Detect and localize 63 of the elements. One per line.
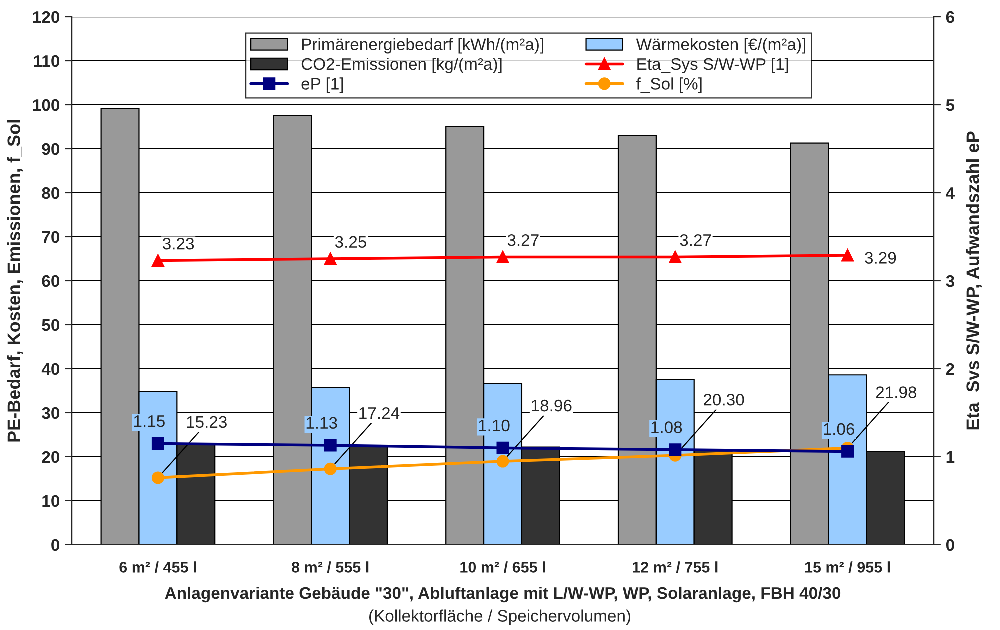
x-tick-label: 15 m² / 955 l <box>805 562 890 573</box>
y2-tick-label: 6 <box>946 11 954 24</box>
y-tick-label: 110 <box>34 55 60 68</box>
y-tick-label: 0 <box>52 539 60 552</box>
legend-label: f_Sol [%] <box>636 78 702 94</box>
data-label: 3.27 <box>508 234 539 246</box>
point <box>324 252 337 266</box>
data-label: 21.98 <box>876 386 917 398</box>
data-label: 1.13 <box>306 417 338 430</box>
x-axis-title: Anlagenvariante Gebäude "30", Abluftanlage mit L/W-WP, WP, Solaranlage, FBH 40/30 <box>165 586 841 603</box>
point <box>669 250 682 264</box>
y-tick-label: 100 <box>33 99 60 112</box>
data-label: 3.27 <box>680 234 712 246</box>
y-tick-label: 60 <box>42 275 60 288</box>
data-label: 18.96 <box>532 400 572 412</box>
data-label: 1.10 <box>479 420 510 432</box>
y2-tick-label: 4 <box>946 188 955 200</box>
point <box>842 445 854 458</box>
data-label: 3.29 <box>865 252 896 264</box>
y-tick-label: 120 <box>33 11 60 24</box>
data-label: 1.15 <box>134 416 165 428</box>
point <box>669 444 682 456</box>
y-tick-label: 20 <box>42 451 60 464</box>
point <box>152 254 164 267</box>
y2-tick-label: 0 <box>946 539 954 552</box>
y2-tick-label: 5 <box>946 100 955 112</box>
y-tick-label: 30 <box>42 407 60 420</box>
y-tick-label: 10 <box>42 495 60 508</box>
y-axis-title: PE-Bedarf, Kosten, Emissionen, f_Sol <box>7 120 24 442</box>
point <box>496 455 510 468</box>
y2-tick-label: 2 <box>946 363 954 376</box>
y2-tick-label: 3 <box>946 275 954 288</box>
point <box>324 439 337 452</box>
point <box>152 472 164 484</box>
y2-axis-title: Eta Svs S/W-WP, Aufwandszahl eP <box>966 132 982 430</box>
point <box>842 249 854 262</box>
data-label: 3.23 <box>163 238 194 250</box>
data-label: 3.25 <box>335 236 367 248</box>
legend-label: eP [1] <box>302 78 344 94</box>
data-label: 15.23 <box>187 416 227 428</box>
x-tick-label: 10 m² / 655 l <box>460 562 546 573</box>
text: (Kollektorfläche / Speichervolumen) <box>370 610 631 626</box>
data-label: 1.08 <box>652 422 682 434</box>
data-label: 1.06 <box>824 423 855 436</box>
x-tick-label: 8 m² / 555 l <box>292 562 369 573</box>
data-label: 20.30 <box>704 394 744 406</box>
y-tick-label: 90 <box>42 143 60 156</box>
point <box>496 442 510 454</box>
y2-tick-label: 1 <box>946 452 955 463</box>
legend-label: CO2-Emissionen [kg/(m²a)] <box>302 58 502 74</box>
y-tick-label: 80 <box>42 187 60 200</box>
point <box>324 462 337 476</box>
point <box>496 250 510 264</box>
y-tick-label: 40 <box>42 363 60 376</box>
data-label: 17.24 <box>360 407 400 420</box>
legend-label: Wärmekosten [€/(m²a)] <box>636 38 806 54</box>
point <box>152 438 164 450</box>
legend-label: Eta_Sys S/W-WP [1] <box>638 58 788 74</box>
x-tick-label: 12 m² / 755 l <box>633 562 718 573</box>
x-tick-label: 6 m² / 455 l <box>120 562 196 573</box>
y-tick-label: 70 <box>42 231 60 244</box>
legend-label: Primärenergiebedarf [kWh/(m²a)] <box>302 38 544 54</box>
y-tick-label: 50 <box>42 319 60 332</box>
